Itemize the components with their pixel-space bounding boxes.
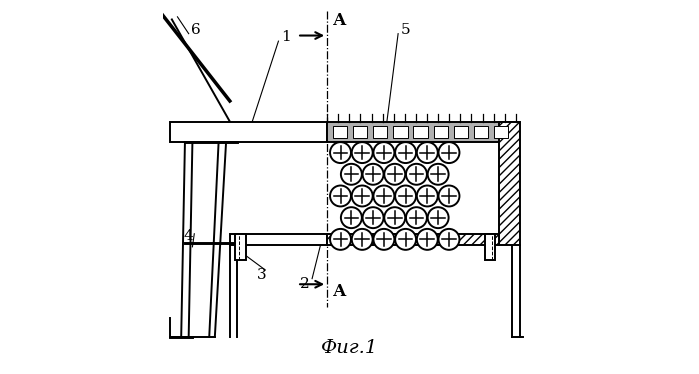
Bar <box>327 122 514 142</box>
Text: 5: 5 <box>401 23 410 37</box>
Bar <box>494 126 508 138</box>
Circle shape <box>352 142 373 163</box>
Text: 6: 6 <box>192 23 201 37</box>
Circle shape <box>352 229 373 250</box>
Circle shape <box>406 164 427 185</box>
Circle shape <box>417 186 438 206</box>
Circle shape <box>363 207 384 228</box>
Bar <box>333 126 347 138</box>
Circle shape <box>417 229 438 250</box>
Bar <box>327 234 499 245</box>
Bar <box>474 126 488 138</box>
Circle shape <box>330 142 351 163</box>
Circle shape <box>373 142 394 163</box>
Bar <box>353 126 367 138</box>
Bar <box>230 234 327 245</box>
Bar <box>454 126 468 138</box>
Circle shape <box>373 229 394 250</box>
Text: 1: 1 <box>281 30 291 45</box>
Circle shape <box>363 164 384 185</box>
Circle shape <box>417 142 438 163</box>
Circle shape <box>395 229 416 250</box>
Text: А: А <box>333 283 346 300</box>
Bar <box>394 126 408 138</box>
Text: Фиг.1: Фиг.1 <box>321 339 378 357</box>
Bar <box>433 126 448 138</box>
Circle shape <box>406 207 427 228</box>
Circle shape <box>395 142 416 163</box>
Text: А: А <box>333 12 346 29</box>
Circle shape <box>428 164 449 185</box>
Text: 4: 4 <box>184 229 194 243</box>
Bar <box>413 126 428 138</box>
Circle shape <box>341 207 362 228</box>
Circle shape <box>330 186 351 206</box>
Circle shape <box>352 186 373 206</box>
Circle shape <box>438 229 459 250</box>
Bar <box>485 234 496 260</box>
Circle shape <box>373 186 394 206</box>
Circle shape <box>438 186 459 206</box>
Bar <box>236 234 246 260</box>
Bar <box>373 126 387 138</box>
Circle shape <box>341 164 362 185</box>
Bar <box>170 122 327 142</box>
Circle shape <box>384 207 405 228</box>
Circle shape <box>330 229 351 250</box>
Circle shape <box>395 186 416 206</box>
Text: 3: 3 <box>257 268 266 282</box>
Text: 2: 2 <box>300 277 310 291</box>
Bar <box>499 122 519 245</box>
Circle shape <box>438 142 459 163</box>
Circle shape <box>428 207 449 228</box>
Circle shape <box>384 164 405 185</box>
